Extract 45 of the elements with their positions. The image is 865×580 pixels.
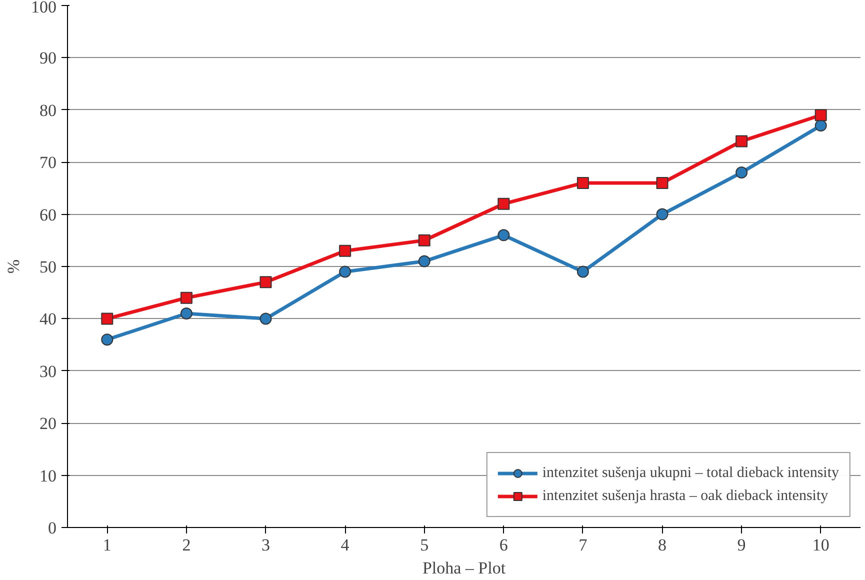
point — [814, 109, 827, 122]
x-tick-label: 9 — [737, 536, 746, 554]
point — [180, 292, 192, 304]
point — [418, 234, 430, 246]
y-tick-label: 100 — [31, 0, 56, 16]
x-tick-label: 7 — [578, 536, 588, 554]
point — [576, 266, 589, 278]
y-tick-label: 60 — [40, 205, 56, 224]
point — [498, 198, 510, 210]
point — [260, 312, 272, 325]
y-tick-label: 40 — [40, 310, 56, 329]
point — [101, 312, 114, 325]
point — [180, 307, 192, 320]
point — [260, 276, 272, 288]
point — [576, 176, 589, 189]
y-tick-label: 80 — [40, 100, 56, 120]
x-tick-label: 10 — [812, 536, 830, 554]
point — [498, 229, 510, 242]
legend-label: intenzitet sušenja ukupni – total dieback intensity — [542, 464, 839, 482]
x-tick-label: 1 — [102, 536, 112, 554]
point — [736, 135, 748, 148]
point — [339, 244, 352, 257]
x-tick-label: 3 — [262, 536, 270, 554]
y-tick-label: 20 — [40, 414, 56, 434]
y-tick-label: 90 — [40, 48, 56, 68]
point — [736, 166, 748, 179]
x-tick-label: 5 — [420, 536, 429, 554]
point — [656, 176, 668, 189]
y-tick-label: 30 — [40, 362, 56, 381]
x-axis-title: Ploha – Plot — [422, 558, 506, 578]
y-tick-label: 70 — [40, 153, 56, 172]
point — [814, 120, 827, 132]
point — [339, 266, 352, 278]
y-tick-label: 50 — [40, 258, 56, 276]
y-tick-label: 0 — [48, 518, 56, 538]
y-tick-label: 10 — [40, 466, 56, 486]
point — [101, 334, 114, 346]
legend-label: intenzitet sušenja hrasta – oak dieback intensity — [542, 488, 828, 504]
point — [656, 208, 668, 220]
x-tick-label: 4 — [340, 536, 350, 554]
x-tick-label: 6 — [499, 536, 508, 554]
point — [418, 255, 430, 268]
x-tick-label: 8 — [658, 536, 666, 554]
x-tick-label: 2 — [182, 536, 191, 554]
y-axis-title: % — [4, 259, 23, 274]
